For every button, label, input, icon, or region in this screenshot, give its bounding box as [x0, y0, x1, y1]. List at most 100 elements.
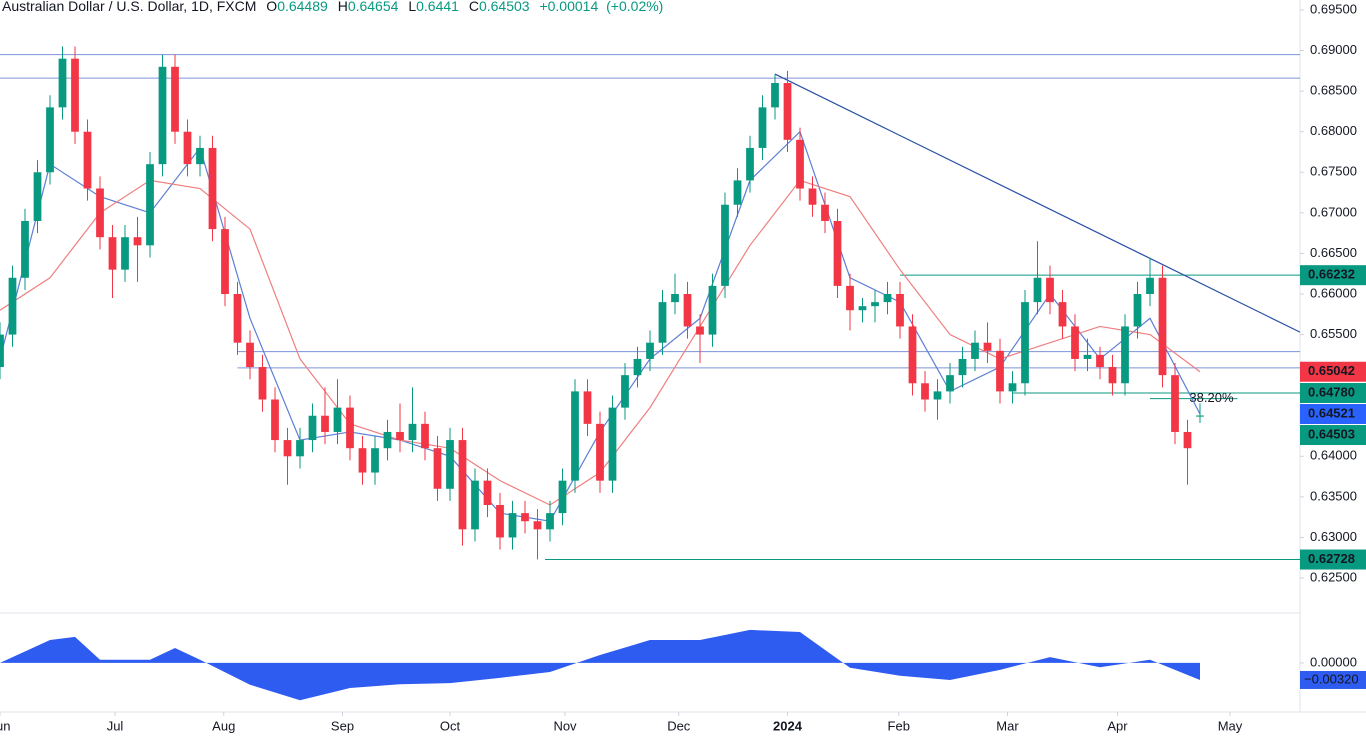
fib-label: 38.20%: [1189, 390, 1234, 405]
candle-body: [671, 294, 679, 303]
x-tick-label: Oct: [440, 718, 461, 733]
candle-body: [771, 83, 779, 108]
candle-body: [846, 285, 854, 311]
candle-body: [996, 350, 1004, 392]
candle-body: [308, 415, 317, 441]
candle-body: [521, 513, 529, 522]
candle-body: [108, 237, 117, 270]
candle-body: [396, 431, 404, 441]
candle-body: [796, 139, 804, 189]
y-tick-label: 0.65500: [1310, 326, 1357, 341]
y-tick-label: 0.69500: [1310, 1, 1357, 16]
price-tag-label: 0.64521: [1308, 405, 1355, 420]
candle-body: [146, 164, 154, 246]
candle-body: [408, 423, 417, 441]
candle-body: [8, 277, 17, 335]
candle-body: [958, 358, 967, 376]
x-tick-label: 2024: [773, 718, 803, 733]
y-tick-label: 0.69000: [1310, 42, 1357, 57]
candle-body: [1158, 277, 1167, 376]
candle-body: [1033, 277, 1042, 303]
candle-body: [46, 107, 54, 173]
candle-body: [508, 513, 517, 538]
candle-body: [971, 342, 979, 359]
candle-body: [71, 58, 79, 132]
plot-layer: 38.20%: [0, 46, 1301, 701]
candle-body: [221, 229, 229, 295]
candle-body: [858, 306, 867, 311]
candle-body: [33, 172, 42, 221]
candle-body: [621, 375, 629, 408]
y-tick-label: 0.68500: [1310, 83, 1357, 98]
oscillator-tag-label: −0.00320: [1304, 671, 1359, 686]
grid-layer: 0.625000.630000.635000.640000.645000.650…: [0, 1, 1357, 733]
candle-body: [1196, 415, 1204, 417]
candle-body: [283, 440, 292, 457]
candle-body: [121, 237, 129, 270]
change: +0.00014: [539, 0, 598, 14]
candle-body: [421, 423, 429, 449]
candle-body: [1083, 354, 1092, 359]
candle-body: [608, 407, 617, 481]
y-tick-label: 0.63000: [1310, 529, 1357, 544]
candle-body: [871, 302, 879, 307]
ohlc-value: 0.64489: [277, 0, 328, 14]
candle-body: [746, 147, 754, 181]
candle-body: [633, 358, 642, 376]
candle-body: [571, 391, 579, 481]
candle-body: [708, 285, 717, 335]
y-tick-label: 0.68000: [1310, 123, 1357, 138]
candle-body: [946, 375, 954, 392]
x-tick-label: Jul: [107, 718, 124, 733]
candle-body: [696, 326, 704, 335]
candle-body: [1133, 294, 1142, 327]
x-tick-label: Dec: [667, 718, 691, 733]
candle-body: [1096, 354, 1104, 368]
candle-body: [433, 448, 442, 489]
candle-body: [1021, 302, 1029, 384]
candle-body: [808, 188, 817, 205]
candle-body: [1108, 367, 1117, 384]
y-tick-label: 0.63500: [1310, 488, 1357, 503]
candle-body: [83, 131, 92, 189]
candle-body: [833, 220, 842, 286]
candle-body: [458, 440, 467, 530]
price-tag-label: 0.62728: [1308, 551, 1355, 566]
candle-body: [271, 399, 279, 441]
candle-body: [1121, 326, 1129, 384]
candle-body: [258, 367, 267, 400]
candle-body: [758, 107, 767, 148]
y-tick-label: 0.66000: [1310, 285, 1357, 300]
y-tick-label: 0.67000: [1310, 204, 1357, 219]
x-tick-label: Mar: [996, 718, 1019, 733]
candle-body: [446, 440, 454, 489]
candle-body: [783, 83, 792, 140]
y-tick-label: 0.67500: [1310, 164, 1357, 179]
ohlc-letter: C: [469, 0, 479, 14]
candle-body: [896, 294, 904, 327]
price-tag-label: 0.64780: [1308, 384, 1355, 399]
x-tick-label: Feb: [888, 718, 910, 733]
y-tick-label: 0.62500: [1310, 569, 1357, 584]
candle-body: [196, 147, 204, 165]
candle-body: [1171, 375, 1179, 432]
candle-body: [321, 415, 329, 432]
candle-body: [483, 480, 492, 505]
candle-body: [21, 220, 29, 278]
candle-body: [158, 66, 167, 165]
candle-body: [208, 147, 217, 230]
candle-body: [183, 131, 192, 165]
ohlc-letter: L: [408, 0, 416, 14]
price-tag: [1300, 265, 1366, 286]
oscillator-tag: [1300, 670, 1366, 689]
candle-body: [233, 294, 242, 343]
x-tick-label: Jun: [0, 718, 10, 733]
candle-body: [333, 407, 342, 432]
ohlc-value: 0.64654: [348, 0, 399, 14]
x-tick-label: Apr: [1107, 718, 1128, 733]
change-percent: (+0.02%): [606, 0, 663, 14]
candle-body: [1058, 302, 1067, 327]
ohlc-value: 0.64503: [479, 0, 530, 14]
